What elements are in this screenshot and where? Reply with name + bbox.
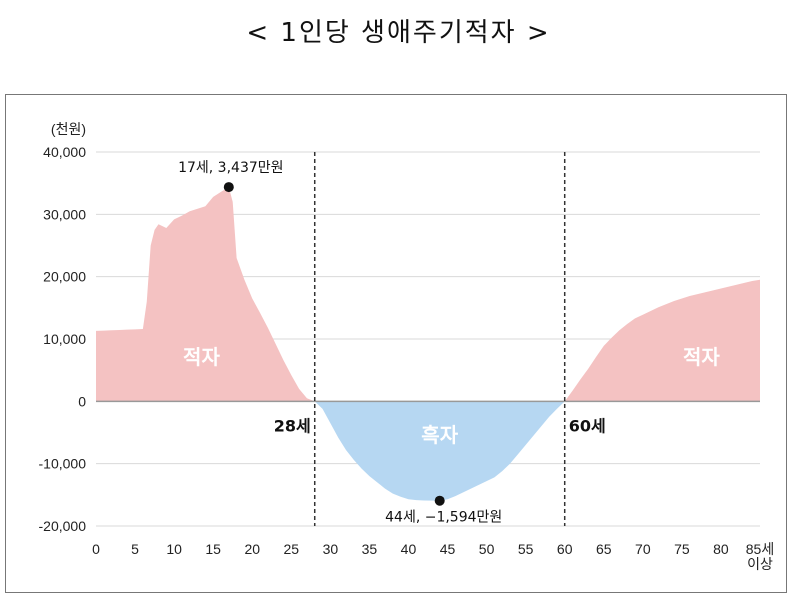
x-tick-label: 0 [92, 541, 100, 557]
x-tick-label: 65 [596, 541, 612, 557]
x-tick-label: 10 [166, 541, 182, 557]
area-layer [96, 187, 760, 501]
region-label-deficit-left: 적자 [183, 345, 220, 369]
y-tick-label: 40,000 [43, 144, 86, 160]
x-tick-label: 70 [635, 541, 651, 557]
x-tick-label: 75 [674, 541, 690, 557]
age-28-label: 28세 [274, 416, 311, 435]
deficit-area [96, 187, 760, 402]
y-unit-label: (천원) [51, 121, 86, 137]
label-layer: 40,000 30,000 20,000 10,000 0 -10,000 -20,000 (… [39, 121, 775, 572]
y-tick-label: 20,000 [43, 269, 86, 285]
chart-svg: 40,000 30,000 20,000 10,000 0 -10,000 -20,000 (… [39, 121, 775, 572]
peak-point-marker [223, 182, 234, 193]
y-tick-label: 0 [78, 393, 86, 409]
region-label-surplus: 흑자 [421, 423, 458, 447]
x-tick-label: 55 [518, 541, 534, 557]
age-60-label: 60세 [569, 416, 606, 435]
y-tick-label: -10,000 [39, 456, 87, 472]
x-tick-label: 30 [323, 541, 339, 557]
chart-title: < 1인당 생애주기적자 > [246, 18, 551, 48]
chart-frame: 40,000 30,000 20,000 10,000 0 -10,000 -20,000 (… [5, 94, 787, 593]
surplus-area [314, 401, 565, 501]
peak-annotation: 17세, 3,437만원 [178, 160, 283, 176]
x-tick-label: 50 [479, 541, 495, 557]
axis-layer [96, 152, 760, 526]
x-tick-label: 80 [713, 541, 729, 557]
x-tick-sublabel: 이상 [747, 556, 773, 572]
x-tick-label: 85세 [746, 541, 774, 557]
x-tick-label: 40 [401, 541, 417, 557]
trough-point-marker [434, 495, 445, 506]
x-tick-label: 25 [284, 541, 300, 557]
x-tick-label: 20 [244, 541, 260, 557]
x-tick-label: 15 [205, 541, 221, 557]
x-tick-label: 5 [131, 541, 139, 557]
y-tick-label: -20,000 [39, 518, 87, 534]
y-tick-label: 30,000 [43, 206, 86, 222]
y-tick-label: 10,000 [43, 331, 86, 347]
x-tick-label: 45 [440, 541, 456, 557]
region-label-deficit-right: 적자 [683, 345, 720, 369]
x-tick-label: 60 [557, 541, 573, 557]
trough-annotation: 44세, −1,594만원 [385, 510, 502, 526]
x-tick-label: 35 [362, 541, 378, 557]
